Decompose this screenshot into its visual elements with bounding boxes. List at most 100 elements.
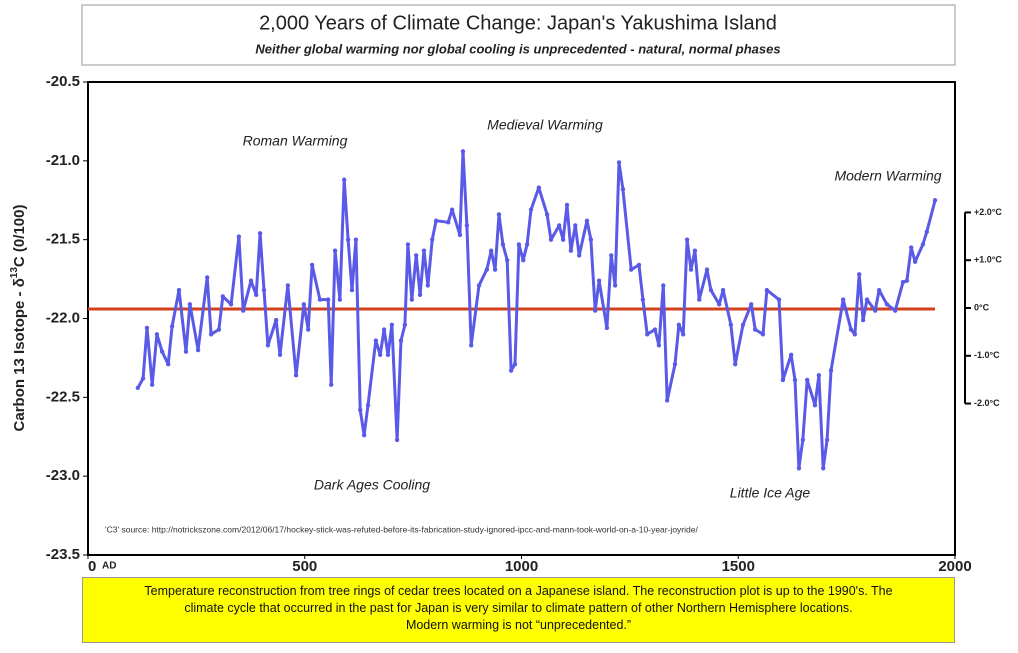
y-tick-label: -21.5 [46,231,80,248]
note-line: climate cycle that occurred in the past … [184,601,853,615]
data-point [301,302,307,307]
data-point [205,275,210,280]
data-point [457,232,463,238]
data-point [856,272,862,277]
note-line: Temperature reconstruction from tree rin… [144,584,893,598]
data-point [469,343,474,348]
data-point [248,278,254,283]
data-point [568,248,574,253]
data-point [752,327,758,332]
x-tick-label: 0 [88,558,96,575]
data-point [852,332,858,337]
y2-tick-label: -1.0°C [974,350,1000,360]
data-point [257,231,263,236]
y2-tick-label: -2.0°C [974,398,1000,408]
data-point [240,308,246,313]
data-point [609,253,614,258]
data-point [652,327,658,332]
data-point [656,343,662,348]
x-tick-label: 1500 [722,558,755,575]
data-point [140,376,146,381]
data-point [220,294,226,299]
data-point [528,207,534,212]
data-point [429,237,435,242]
source-note: 'C3' source: http://notrickszone.com/201… [105,524,698,534]
data-point [733,362,738,367]
data-point [135,385,141,391]
data-point [512,362,518,367]
plot-frame [87,81,956,556]
data-point [337,297,343,302]
data-point [402,322,408,328]
data-point [816,373,822,378]
data-point [932,198,938,203]
data-point [661,283,666,288]
data-point [740,322,746,328]
data-point [524,242,530,247]
data-point [864,297,870,302]
y-tick-label: -22.5 [46,388,80,405]
data-point [433,218,439,223]
data-point [584,218,590,223]
data-point [398,338,404,343]
data-point [159,349,165,354]
x-tick-label: 1000 [505,558,538,575]
annotation: Roman Warming [243,133,348,149]
data-point [309,262,315,268]
data-point [804,377,810,383]
data-point [349,287,355,293]
data-point [920,242,926,247]
data-point [604,325,610,331]
data-point [228,302,234,307]
data-point [332,248,338,253]
data-point [187,302,193,307]
data-point [421,248,427,253]
data-point [325,297,331,302]
annotation: Medieval Warming [487,117,603,133]
data-point [612,283,618,288]
data-point [749,302,754,307]
data-point [149,382,155,387]
data-point [405,242,411,247]
data-point [760,332,766,337]
data-point [484,267,490,272]
data-point [780,377,786,383]
data-point [365,403,371,408]
y-tick-label: -21.0 [46,152,80,169]
data-point [476,283,482,288]
data-point [873,308,878,313]
data-point [373,338,379,343]
data-point [488,248,494,253]
data-point [464,223,470,228]
data-point [860,317,866,323]
data-point [353,237,359,242]
data-point [394,437,400,443]
data-point [516,242,522,247]
data-point [592,308,598,313]
data-point [521,257,526,263]
annotation: Modern Warming [834,168,941,184]
data-point [892,308,898,313]
data-point [409,297,415,302]
data-point [708,287,714,293]
data-point [460,149,466,154]
data-point [273,317,279,323]
data-point [345,237,351,242]
annotation: Dark Ages Cooling [314,477,430,493]
data-point [389,322,395,328]
y-label-text: Carbon 13 Isotope - δ [11,278,28,431]
data-point [824,437,830,443]
data-point [183,349,189,354]
data-point [776,297,782,302]
data-point [573,223,578,228]
data-point [900,280,906,285]
data-point [328,382,334,387]
data-point [306,327,311,332]
data-point [764,287,770,293]
data-point [425,283,431,288]
chart-subtitle: Neither global warming nor global coolin… [255,41,780,56]
data-point [588,237,594,242]
note-box: Temperature reconstruction from tree rin… [82,577,955,643]
data-point [645,332,650,337]
